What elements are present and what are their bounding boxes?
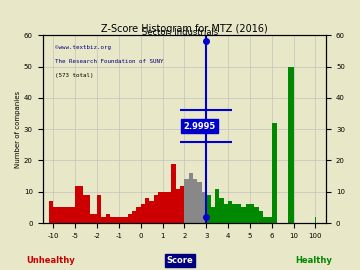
Bar [176,189,180,223]
Y-axis label: Number of companies: Number of companies [15,91,21,168]
Bar [193,179,198,223]
Bar [102,217,106,223]
Bar [288,66,293,223]
Bar [82,195,90,223]
Bar [224,204,228,223]
Bar [254,207,258,223]
Bar [75,185,82,223]
Bar [136,207,141,223]
Bar [202,192,206,223]
Title: Z-Score Histogram for MTZ (2016): Z-Score Histogram for MTZ (2016) [101,25,268,35]
Bar [272,123,277,223]
Bar [90,214,97,223]
Bar [258,211,263,223]
Text: Score: Score [167,256,193,265]
Bar [163,192,167,223]
Bar [263,217,272,223]
Bar [154,195,158,223]
Bar [198,182,202,223]
Bar [215,189,219,223]
Bar [110,217,114,223]
Bar [158,192,163,223]
Text: The Research Foundation of SUNY: The Research Foundation of SUNY [54,59,163,64]
Bar [241,207,246,223]
Bar [132,211,136,223]
Bar [211,207,215,223]
Bar [206,195,211,223]
Text: Healthy: Healthy [295,256,332,265]
Bar [315,217,316,223]
Bar [237,204,241,223]
Bar [246,204,250,223]
Bar [149,201,154,223]
Text: ©www.textbiz.org: ©www.textbiz.org [54,45,111,50]
Bar [141,204,145,223]
Text: (573 total): (573 total) [54,73,93,78]
Bar [228,201,233,223]
Text: Unhealthy: Unhealthy [26,256,75,265]
Bar [167,192,171,223]
Bar [180,185,184,223]
Bar [49,201,53,223]
Bar [233,204,237,223]
Bar [184,179,189,223]
Text: 2.9995: 2.9995 [184,122,216,130]
Bar [123,217,128,223]
Bar [171,164,176,223]
Text: Sector: Industrials: Sector: Industrials [142,28,218,37]
Bar [219,198,224,223]
Bar [128,214,132,223]
Bar [106,214,110,223]
Bar [250,204,254,223]
Bar [145,198,149,223]
Bar [114,217,119,223]
Bar [97,195,102,223]
Bar [53,207,75,223]
Bar [119,217,123,223]
Bar [189,173,193,223]
